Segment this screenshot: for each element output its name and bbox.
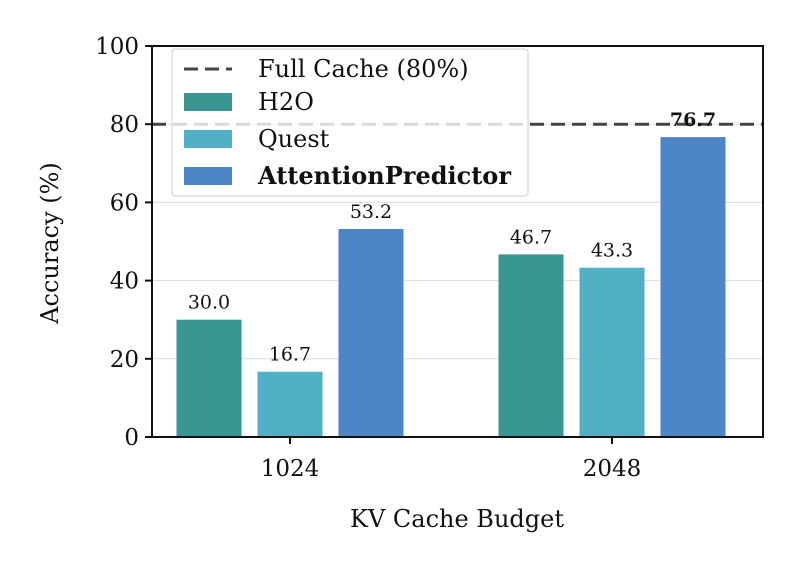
bar-quest-1024 — [257, 371, 323, 437]
bar-attentionpredictor-1024 — [338, 228, 404, 437]
bars-layer — [176, 137, 726, 437]
plot-frame — [151, 45, 764, 438]
legend-swatch — [184, 130, 232, 148]
legend-swatch — [184, 167, 232, 185]
legend-label: AttentionPredictor — [257, 161, 511, 190]
data-label: 76.7 — [670, 109, 716, 131]
y-tick-label: 100 — [95, 34, 139, 60]
y-tick-label: 60 — [110, 190, 139, 216]
data-label: 53.2 — [350, 201, 392, 223]
axes-layer: 0 20 40 60 80 100 1024 2048 — [95, 34, 764, 482]
bar-h2o-1024 — [176, 319, 242, 437]
legend-box — [171, 48, 529, 197]
data-label: 46.7 — [510, 226, 552, 248]
data-labels-layer: 30.0 46.7 16.7 43.3 53.2 76.7 — [188, 109, 716, 366]
y-tick-label: 20 — [110, 347, 139, 373]
legend-label: H2O — [258, 88, 314, 116]
y-axis-title: Accuracy (%) — [36, 162, 64, 325]
bar-h2o-2048 — [498, 254, 564, 437]
x-tick-label: 2048 — [583, 456, 642, 482]
y-tick-label: 40 — [110, 269, 139, 295]
legend-label: Full Cache (80%) — [258, 55, 469, 83]
x-axis-title: KV Cache Budget — [350, 505, 564, 533]
y-tick-label: 0 — [124, 425, 139, 451]
data-label: 16.7 — [269, 344, 311, 366]
data-label: 43.3 — [591, 240, 633, 262]
bar-quest-2048 — [579, 267, 645, 437]
x-tick-label: 1024 — [261, 456, 320, 482]
y-tick-label: 80 — [110, 112, 139, 138]
legend-label: Quest — [258, 125, 330, 153]
legend: Full Cache (80%) H2O Quest AttentionPredict… — [171, 48, 529, 197]
bar-attentionpredictor-2048 — [660, 137, 726, 437]
legend-swatch — [184, 93, 232, 111]
data-label: 30.0 — [188, 292, 230, 314]
